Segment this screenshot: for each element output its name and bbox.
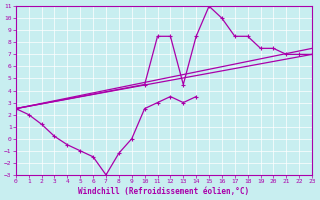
- X-axis label: Windchill (Refroidissement éolien,°C): Windchill (Refroidissement éolien,°C): [78, 187, 250, 196]
